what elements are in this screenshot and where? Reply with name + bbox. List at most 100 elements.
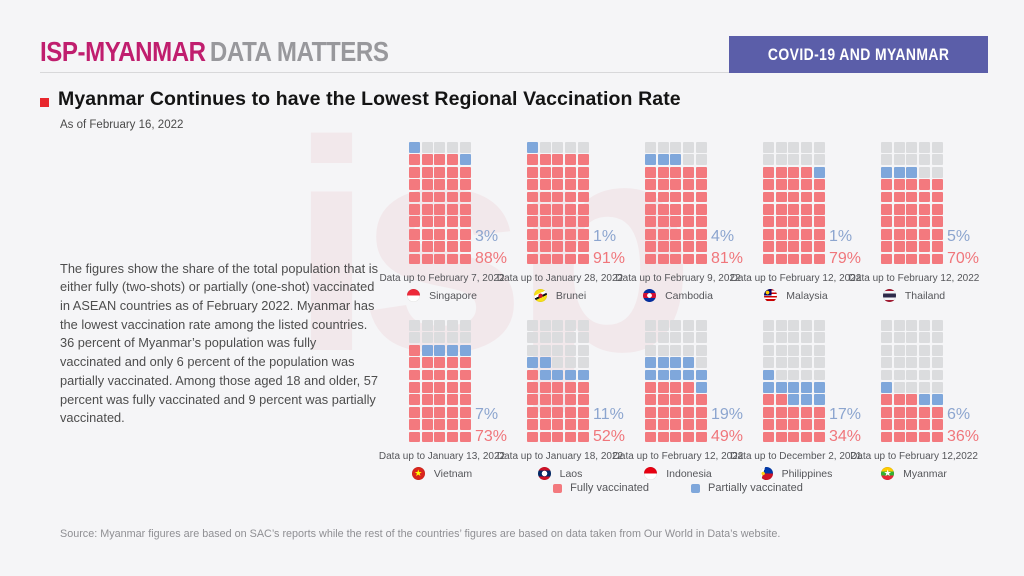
legend: Fully vaccinated Partially vaccinated: [409, 482, 947, 494]
waffle-cell: [919, 419, 931, 430]
waffle-cell: [683, 431, 695, 443]
waffle-cell: [577, 203, 589, 215]
waffle-cell: [919, 344, 931, 356]
waffle-cell: [552, 406, 564, 418]
waffle-cell: [919, 241, 931, 252]
waffle-cell: [670, 431, 682, 443]
waffle-cell: [657, 344, 669, 356]
waffle-cell: [763, 320, 775, 331]
waffle-cell: [788, 203, 800, 215]
waffle-cell: [645, 381, 657, 393]
waffle-cell: [565, 357, 577, 369]
title-bullet-icon: [40, 98, 49, 107]
waffle-cell: [813, 216, 825, 228]
waffle-cell: [763, 419, 775, 430]
waffle-cell: [447, 431, 459, 443]
waffle-grid-vietnam: [409, 320, 471, 443]
waffle-cell: [645, 357, 657, 369]
waffle-cell: [434, 369, 446, 381]
waffle-cell: [447, 253, 459, 265]
waffle-cell: [577, 419, 589, 430]
country-row: Philippines: [716, 467, 876, 480]
waffle-cell: [409, 344, 421, 356]
data-up-to-label: Data up to January 28, 2022: [496, 273, 624, 284]
waffle-cell: [788, 344, 800, 356]
country-name: Laos: [559, 467, 583, 480]
fully-pct-label: 52%: [593, 428, 626, 445]
waffle-cell: [670, 191, 682, 203]
waffle-cell: [906, 203, 918, 215]
waffle-cell: [763, 166, 775, 178]
waffle-cell: [763, 332, 775, 344]
waffle-cell: [695, 344, 707, 356]
waffle-cell: [695, 179, 707, 191]
waffle-cell: [539, 419, 551, 430]
waffle-cell: [931, 431, 943, 443]
as-of-date: As of February 16, 2022: [60, 119, 184, 131]
waffle-grid-brunei: [527, 142, 589, 265]
waffle-cell: [434, 344, 446, 356]
laos-flag-icon: [537, 467, 551, 480]
country-name: Thailand: [904, 289, 946, 302]
waffle-cell: [565, 203, 577, 215]
legend-item-fully: Fully vaccinated: [553, 482, 649, 494]
partially-vaccinated-swatch-icon: [691, 483, 701, 493]
waffle-cell: [657, 431, 669, 443]
waffle-cell: [657, 253, 669, 265]
country-name: Malaysia: [786, 289, 828, 302]
waffle-cell: [447, 179, 459, 191]
waffle-cell: [763, 394, 775, 406]
fully-pct-label: 91%: [593, 250, 626, 267]
waffle-cell: [527, 166, 539, 178]
waffle-cell: [775, 228, 787, 240]
waffle-cell: [906, 241, 918, 252]
waffle-cell: [813, 228, 825, 240]
country-name: Singapore: [429, 289, 477, 302]
waffle-cell: [813, 431, 825, 443]
waffle-grid-myanmar: [881, 320, 943, 443]
waffle-cell: [552, 419, 564, 430]
waffle-cell: [683, 357, 695, 369]
waffle-cell: [539, 320, 551, 331]
waffle-cell: [906, 142, 918, 153]
data-up-to-label: Data up to January 13, 2022: [378, 451, 506, 462]
waffle-cell: [931, 241, 943, 252]
waffle-cell: [577, 142, 589, 153]
waffle-cell: [527, 431, 539, 443]
waffle-cell: [801, 241, 813, 252]
waffle-cell: [552, 253, 564, 265]
country-name: Indonesia: [666, 467, 712, 480]
waffle-cell: [670, 216, 682, 228]
waffle-cell: [919, 166, 931, 178]
waffle-cell: [409, 381, 421, 393]
waffle-cell: [893, 406, 905, 418]
waffle-cell: [881, 203, 893, 215]
waffle-cell: [931, 332, 943, 344]
waffle-cell: [801, 332, 813, 344]
data-up-to-label: Data up to February 12, 2022: [730, 273, 862, 284]
waffle-cell: [459, 357, 471, 369]
waffle-cell: [657, 369, 669, 381]
waffle-cell: [763, 179, 775, 191]
waffle-cell: [539, 191, 551, 203]
waffle-cell: [906, 166, 918, 178]
waffle-cell: [577, 179, 589, 191]
legend-item-partially: Partially vaccinated: [691, 482, 803, 494]
waffle-cell: [434, 357, 446, 369]
partially-pct-label: 11%: [593, 406, 624, 423]
waffle-cell: [919, 179, 931, 191]
waffle-cell: [527, 216, 539, 228]
waffle-cell: [552, 332, 564, 344]
waffle-cell: [788, 241, 800, 252]
waffle-cell: [775, 142, 787, 153]
waffle-cell: [409, 241, 421, 252]
waffle-cell: [775, 357, 787, 369]
waffle-card-cambodia: 4% 81% Data up to February 9, 2022 Cambodia: [598, 142, 758, 308]
waffle-cell: [670, 369, 682, 381]
waffle-cell: [552, 357, 564, 369]
waffle-cell: [539, 344, 551, 356]
waffle-cell: [893, 166, 905, 178]
waffle-cell: [931, 381, 943, 393]
waffle-cell: [447, 320, 459, 331]
page-title: Myanmar Continues to have the Lowest Reg…: [58, 88, 681, 110]
